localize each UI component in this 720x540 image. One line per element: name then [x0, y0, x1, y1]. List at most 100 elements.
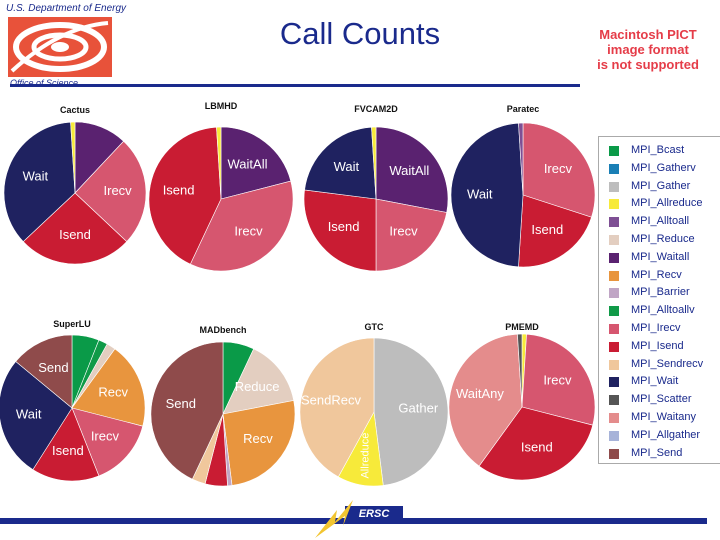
legend-label: MPI_Allreduce [631, 197, 703, 210]
office-of-science: Office of Science [10, 78, 79, 88]
slice-label: SendRecv [301, 392, 361, 407]
slice-label: Gather [398, 401, 438, 416]
legend-swatch [609, 217, 619, 228]
legend-swatch [609, 448, 619, 459]
slice-label: Recv [243, 431, 273, 446]
slice-label: Irecv [389, 224, 418, 239]
legend-label: MPI_Waitall [631, 250, 690, 263]
slice-label: Send [166, 396, 196, 411]
slice-label: Isend [163, 182, 195, 197]
pie-slice-mpi-wait [0, 361, 73, 471]
legend-swatch [609, 146, 619, 156]
pie-superlu: SuperLU Recv Irecv Isend Wait Send [0, 319, 146, 482]
pie-lbmhd: LBMHD WaitAll Irecv Isend [148, 101, 294, 272]
slice-label: Wait [334, 159, 360, 174]
header-rule [10, 84, 580, 87]
pie-slice-mpi-wait [304, 126, 377, 200]
legend-swatch [609, 252, 619, 263]
legend-label: MPI_Send [631, 446, 683, 459]
pict-line-3: is not supported [597, 57, 699, 72]
slice-label: Isend [328, 219, 360, 234]
pie-slice-mpi-recv [222, 400, 296, 486]
pie-paratec: Paratec Irecv Isend Wait [450, 104, 596, 268]
pie-title: MADbench [200, 325, 247, 335]
pie-slice-mpi-gather [373, 337, 449, 486]
legend-swatch [609, 341, 619, 352]
nersc-logo: ERSC [315, 500, 403, 538]
pie-slice-mpi-allreduce [216, 126, 222, 200]
pie-pmemd: PMEMD Irecv Isend WaitAny [448, 322, 596, 481]
pie-slice-mpi-irecv [74, 140, 147, 243]
pie-slice-mpi-isend [22, 192, 128, 265]
legend-swatch [609, 377, 619, 388]
pie-slice-mpi-irecv [189, 180, 294, 272]
legend-swatch [609, 235, 619, 245]
org-name: U.S. Department of Energy [6, 3, 127, 14]
pie-slice-mpi-sendrecv [299, 337, 375, 478]
pict-line-1: Macintosh PICT [599, 27, 697, 42]
pie-slice-mpi-irecv [521, 333, 596, 426]
legend-swatch [609, 359, 619, 370]
pie-slice-mpi-reduce [222, 348, 295, 415]
legend-label: MPI_Alltoall [631, 215, 690, 228]
legend-swatch [609, 413, 619, 423]
slice-label: Irecv [91, 428, 120, 443]
pie-fvcam2d: FVCAM2D WaitAll Irecv Isend Wait [303, 104, 449, 272]
legend-swatch [609, 270, 619, 281]
legend-swatch [609, 199, 619, 210]
pie-slice-mpi-wait [450, 122, 524, 268]
legend-label: MPI_Recv [631, 268, 682, 281]
slice-label: Isend [521, 440, 553, 455]
legend-label: MPI_Irecv [631, 322, 681, 334]
slice-label: Allreduce [360, 433, 372, 479]
pie-slice-mpi-irecv [522, 122, 596, 218]
page-title: Call Counts [279, 16, 441, 51]
legend-label: MPI_Reduce [631, 233, 695, 245]
slice-label: Reduce [235, 379, 280, 394]
legend-label: MPI_Isend [631, 339, 684, 352]
legend-label: MPI_Allgather [631, 428, 701, 441]
slice-label: Isend [52, 443, 84, 458]
pie-slice-mpi-waitall [375, 126, 449, 213]
legend-swatch [609, 395, 619, 406]
slice-label: Wait [23, 169, 49, 184]
legend-label: MPI_Gatherv [631, 161, 696, 174]
slice-label: WaitAny [456, 386, 504, 401]
pie-title: Cactus [60, 105, 90, 115]
legend-label: MPI_Wait [631, 375, 679, 388]
pie-madbench: MADbench Reduce Recv Send [150, 325, 296, 487]
pie-title: LBMHD [205, 101, 238, 111]
pie-slice-mpi-recv [71, 348, 146, 427]
legend-swatch [609, 306, 619, 317]
legend-swatch [609, 181, 619, 192]
legend-label: MPI_Scatter [631, 393, 692, 406]
pie-slice-mpi-send [150, 341, 224, 480]
slice-label: Irecv [544, 161, 573, 176]
legend: MPI_Bcast MPI_Gatherv MPI_Gather MPI_Allred… [598, 136, 720, 464]
pie-title: FVCAM2D [354, 104, 398, 114]
pie-gtc: GTC Gather Allreduce SendRecv [299, 322, 449, 487]
pie-slice-mpi-isend [148, 126, 222, 265]
slice-label: Recv [98, 385, 128, 400]
legend-label: MPI_Waitany [631, 411, 697, 423]
pie-slice-mpi-waitall [220, 126, 292, 200]
doe-logo [8, 17, 112, 77]
nersc-logo-text: ERSC [359, 508, 391, 520]
legend-label: MPI_Gather [631, 179, 691, 192]
pie-cactus: Cactus Irecv Isend Wait [3, 105, 147, 265]
pie-title: SuperLU [53, 319, 91, 329]
slice-label: Send [38, 360, 68, 375]
slice-label: Irecv [234, 224, 263, 239]
legend-label: MPI_Barrier [631, 286, 690, 299]
pie-title: GTC [365, 322, 384, 332]
pie-slice-mpi-scatter [517, 333, 523, 408]
pie-slice-mpi-alltoall [518, 122, 524, 196]
slice-label: Wait [467, 186, 493, 201]
pie-title: Paratec [507, 104, 540, 114]
slice-label: Irecv [543, 373, 572, 388]
pie-slice-mpi-isend [518, 194, 592, 268]
footer-rule [0, 518, 707, 524]
pie-slice-mpi-isend [303, 189, 377, 272]
pie-slice-mpi-isend [32, 407, 100, 482]
